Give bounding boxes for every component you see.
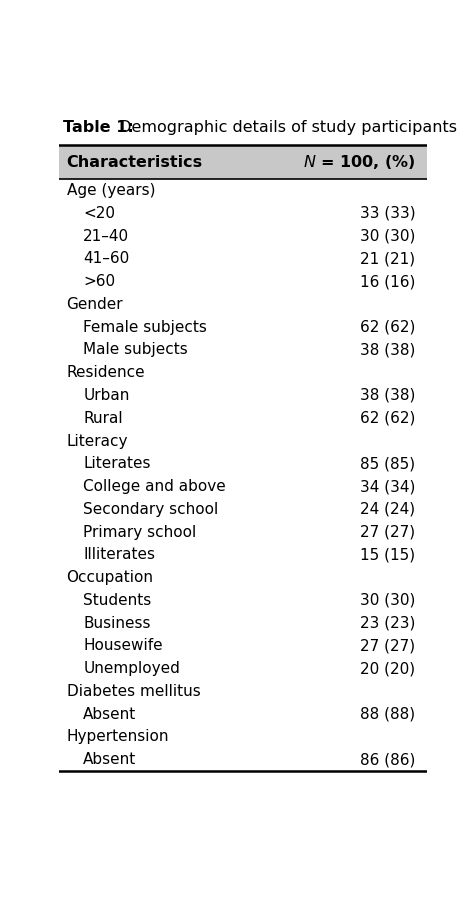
Text: Female subjects: Female subjects: [83, 320, 207, 334]
Text: 62 (62): 62 (62): [360, 320, 416, 334]
Text: 23 (23): 23 (23): [360, 615, 416, 631]
Text: >60: >60: [83, 274, 115, 289]
Text: Gender: Gender: [66, 297, 123, 312]
Text: 41–60: 41–60: [83, 251, 129, 266]
Text: Illiterates: Illiterates: [83, 547, 155, 563]
Text: 34 (34): 34 (34): [360, 479, 416, 494]
Text: Rural: Rural: [83, 411, 123, 426]
Text: 16 (16): 16 (16): [360, 274, 416, 289]
Text: 86 (86): 86 (86): [360, 752, 416, 767]
Text: Characteristics: Characteristics: [66, 154, 203, 170]
Text: Diabetes mellitus: Diabetes mellitus: [66, 684, 201, 699]
Text: 30 (30): 30 (30): [360, 228, 416, 244]
Text: 20 (20): 20 (20): [360, 662, 416, 676]
Text: Occupation: Occupation: [66, 570, 154, 585]
Text: 38 (38): 38 (38): [360, 343, 416, 358]
Text: Age (years): Age (years): [66, 183, 155, 198]
Text: Male subjects: Male subjects: [83, 343, 188, 358]
Text: Primary school: Primary school: [83, 525, 196, 540]
Text: 24 (24): 24 (24): [360, 502, 416, 517]
Text: Table 1:: Table 1:: [63, 120, 134, 136]
Text: Business: Business: [83, 615, 151, 631]
Bar: [59, 145, 427, 179]
Text: 62 (62): 62 (62): [360, 411, 416, 426]
Text: Literates: Literates: [83, 456, 151, 471]
Text: Literacy: Literacy: [66, 433, 128, 448]
Text: 38 (38): 38 (38): [360, 388, 416, 403]
Text: 30 (30): 30 (30): [360, 593, 416, 608]
Text: Absent: Absent: [83, 707, 137, 722]
Text: 27 (27): 27 (27): [360, 638, 416, 653]
Text: College and above: College and above: [83, 479, 226, 494]
Text: Demographic details of study participants: Demographic details of study participant…: [114, 120, 456, 136]
Text: 15 (15): 15 (15): [360, 547, 416, 563]
Text: 21 (21): 21 (21): [360, 251, 416, 266]
Text: Hypertension: Hypertension: [66, 729, 169, 745]
Text: 88 (88): 88 (88): [360, 707, 416, 722]
Text: <20: <20: [83, 206, 115, 221]
Text: Housewife: Housewife: [83, 638, 163, 653]
Text: 85 (85): 85 (85): [360, 456, 416, 471]
Text: 33 (33): 33 (33): [360, 206, 416, 221]
Text: 27 (27): 27 (27): [360, 525, 416, 540]
Text: Secondary school: Secondary school: [83, 502, 219, 517]
Text: Urban: Urban: [83, 388, 129, 403]
Text: Absent: Absent: [83, 752, 137, 767]
Text: Residence: Residence: [66, 365, 145, 380]
Text: Unemployed: Unemployed: [83, 662, 180, 676]
Text: 21–40: 21–40: [83, 228, 129, 244]
Text: $\mathit{N}$ = 100, (%): $\mathit{N}$ = 100, (%): [303, 153, 416, 171]
Text: Students: Students: [83, 593, 151, 608]
